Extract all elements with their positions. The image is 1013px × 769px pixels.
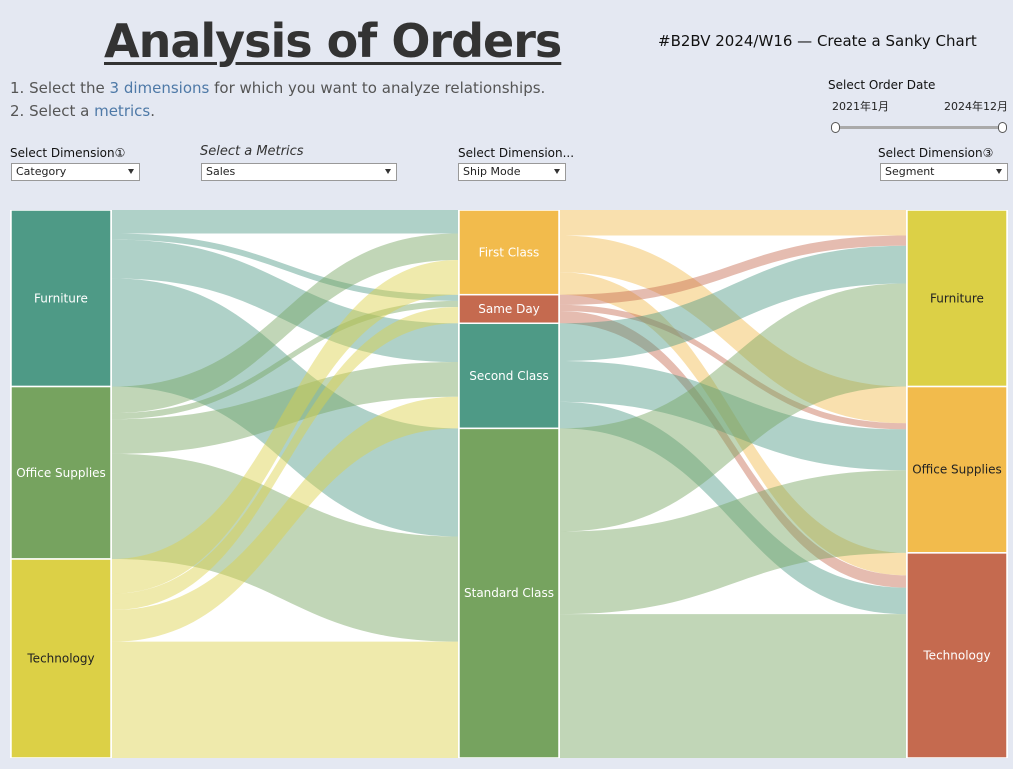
challenge-tag: #B2BV 2024/W16 — Create a Sanky Chart bbox=[658, 32, 977, 50]
metric-dropdown[interactable]: Sales bbox=[201, 163, 397, 181]
instruction-text: 2. Select a bbox=[10, 102, 95, 120]
link-standard-class-to-office-supplies[interactable] bbox=[560, 470, 906, 615]
date-slider-track[interactable] bbox=[835, 126, 1003, 129]
instruction-line-2: 2. Select a metrics. bbox=[10, 102, 155, 120]
date-end-label: 2024年12月 bbox=[944, 100, 1008, 113]
link-same-day-to-office-supplies[interactable] bbox=[560, 304, 906, 430]
node-label-office-supplies: Office Supplies bbox=[16, 466, 106, 480]
node-label-first-class: First Class bbox=[479, 245, 540, 259]
sankey-links bbox=[112, 210, 906, 758]
node-segment-technology[interactable] bbox=[906, 552, 1008, 758]
instruction-line-1: 1. Select the 3 dimensions for which you… bbox=[10, 79, 545, 97]
chevron-down-icon bbox=[385, 169, 391, 174]
dimension2-label: Select Dimension... bbox=[458, 146, 575, 160]
metric-label: Select a Metrics bbox=[200, 144, 304, 159]
instruction-text: . bbox=[150, 102, 155, 120]
node-category-office-supplies[interactable] bbox=[10, 385, 112, 560]
chevron-down-icon bbox=[554, 169, 560, 174]
link-technology-to-standard-class[interactable] bbox=[112, 641, 458, 758]
node-label-technology: Technology bbox=[26, 652, 94, 666]
link-furniture-to-second-class[interactable] bbox=[112, 239, 458, 363]
link-second-class-to-furniture[interactable] bbox=[560, 245, 906, 362]
link-furniture-to-standard-class[interactable] bbox=[112, 278, 458, 537]
link-technology-to-first-class[interactable] bbox=[112, 260, 458, 594]
node-label-second-class: Second Class bbox=[469, 369, 549, 383]
metric-value: Sales bbox=[206, 165, 236, 178]
link-second-class-to-office-supplies[interactable] bbox=[560, 361, 906, 471]
link-same-day-to-technology[interactable] bbox=[560, 311, 906, 588]
node-ship-mode-standard-class[interactable] bbox=[458, 427, 560, 758]
link-first-class-to-furniture[interactable] bbox=[560, 210, 906, 236]
link-furniture-to-same-day[interactable] bbox=[112, 233, 458, 301]
dimension1-dropdown[interactable]: Category bbox=[11, 163, 140, 181]
link-office-supplies-to-same-day[interactable] bbox=[112, 300, 458, 420]
date-slider-end-handle[interactable] bbox=[998, 122, 1007, 133]
chevron-down-icon bbox=[996, 169, 1002, 174]
link-same-day-to-furniture[interactable] bbox=[560, 235, 906, 305]
node-label-same-day: Same Day bbox=[478, 302, 540, 316]
link-first-class-to-office-supplies[interactable] bbox=[560, 235, 906, 424]
node-segment-office-supplies[interactable] bbox=[906, 385, 1008, 554]
instruction-text: 1. Select the bbox=[10, 79, 110, 97]
sankey-nodes: Furniture Office Supplies Technology First … bbox=[10, 210, 1008, 758]
date-slider-start-handle[interactable] bbox=[831, 122, 840, 133]
node-label-standard-class: Standard Class bbox=[464, 586, 554, 600]
page-title: Analysis of Orders bbox=[104, 14, 562, 68]
dimension2-value: Ship Mode bbox=[463, 165, 521, 178]
link-office-supplies-to-standard-class[interactable] bbox=[112, 453, 458, 642]
node-segment-furniture[interactable] bbox=[906, 210, 1008, 388]
instruction-text: for which you want to analyze relationsh… bbox=[209, 79, 546, 97]
date-filter-label: Select Order Date bbox=[828, 78, 936, 92]
link-standard-class-to-furniture[interactable] bbox=[560, 283, 906, 532]
link-second-class-to-technology[interactable] bbox=[560, 401, 906, 615]
dimension1-value: Category bbox=[16, 165, 67, 178]
dimension2-dropdown[interactable]: Ship Mode bbox=[458, 163, 566, 181]
date-start-label: 2021年1月 bbox=[832, 100, 889, 113]
link-furniture-to-first-class[interactable] bbox=[112, 210, 458, 234]
node-ship-mode-first-class[interactable] bbox=[458, 210, 560, 296]
link-technology-to-same-day[interactable] bbox=[112, 306, 458, 611]
node-category-technology[interactable] bbox=[10, 558, 112, 758]
dimension1-label: Select Dimension① bbox=[10, 146, 126, 160]
link-standard-class-to-technology[interactable] bbox=[560, 614, 906, 758]
dimension3-value: Segment bbox=[885, 165, 935, 178]
metrics-highlight: metrics bbox=[94, 102, 151, 120]
dimension3-dropdown[interactable]: Segment bbox=[880, 163, 1008, 181]
link-office-supplies-to-first-class[interactable] bbox=[112, 233, 458, 414]
link-office-supplies-to-second-class[interactable] bbox=[112, 362, 458, 454]
node-label-furniture: Furniture bbox=[930, 291, 984, 305]
chevron-down-icon bbox=[128, 169, 134, 174]
link-first-class-to-technology[interactable] bbox=[560, 272, 906, 576]
dimension3-label: Select Dimension③ bbox=[878, 146, 994, 160]
link-technology-to-second-class[interactable] bbox=[112, 396, 458, 642]
node-label-furniture: Furniture bbox=[34, 291, 88, 305]
node-ship-mode-second-class[interactable] bbox=[458, 322, 560, 430]
node-label-technology: Technology bbox=[922, 648, 990, 662]
sankey-chart[interactable]: Furniture Office Supplies Technology First … bbox=[10, 210, 1008, 758]
node-label-office-supplies: Office Supplies bbox=[912, 463, 1002, 477]
dimensions-highlight: 3 dimensions bbox=[109, 79, 210, 97]
